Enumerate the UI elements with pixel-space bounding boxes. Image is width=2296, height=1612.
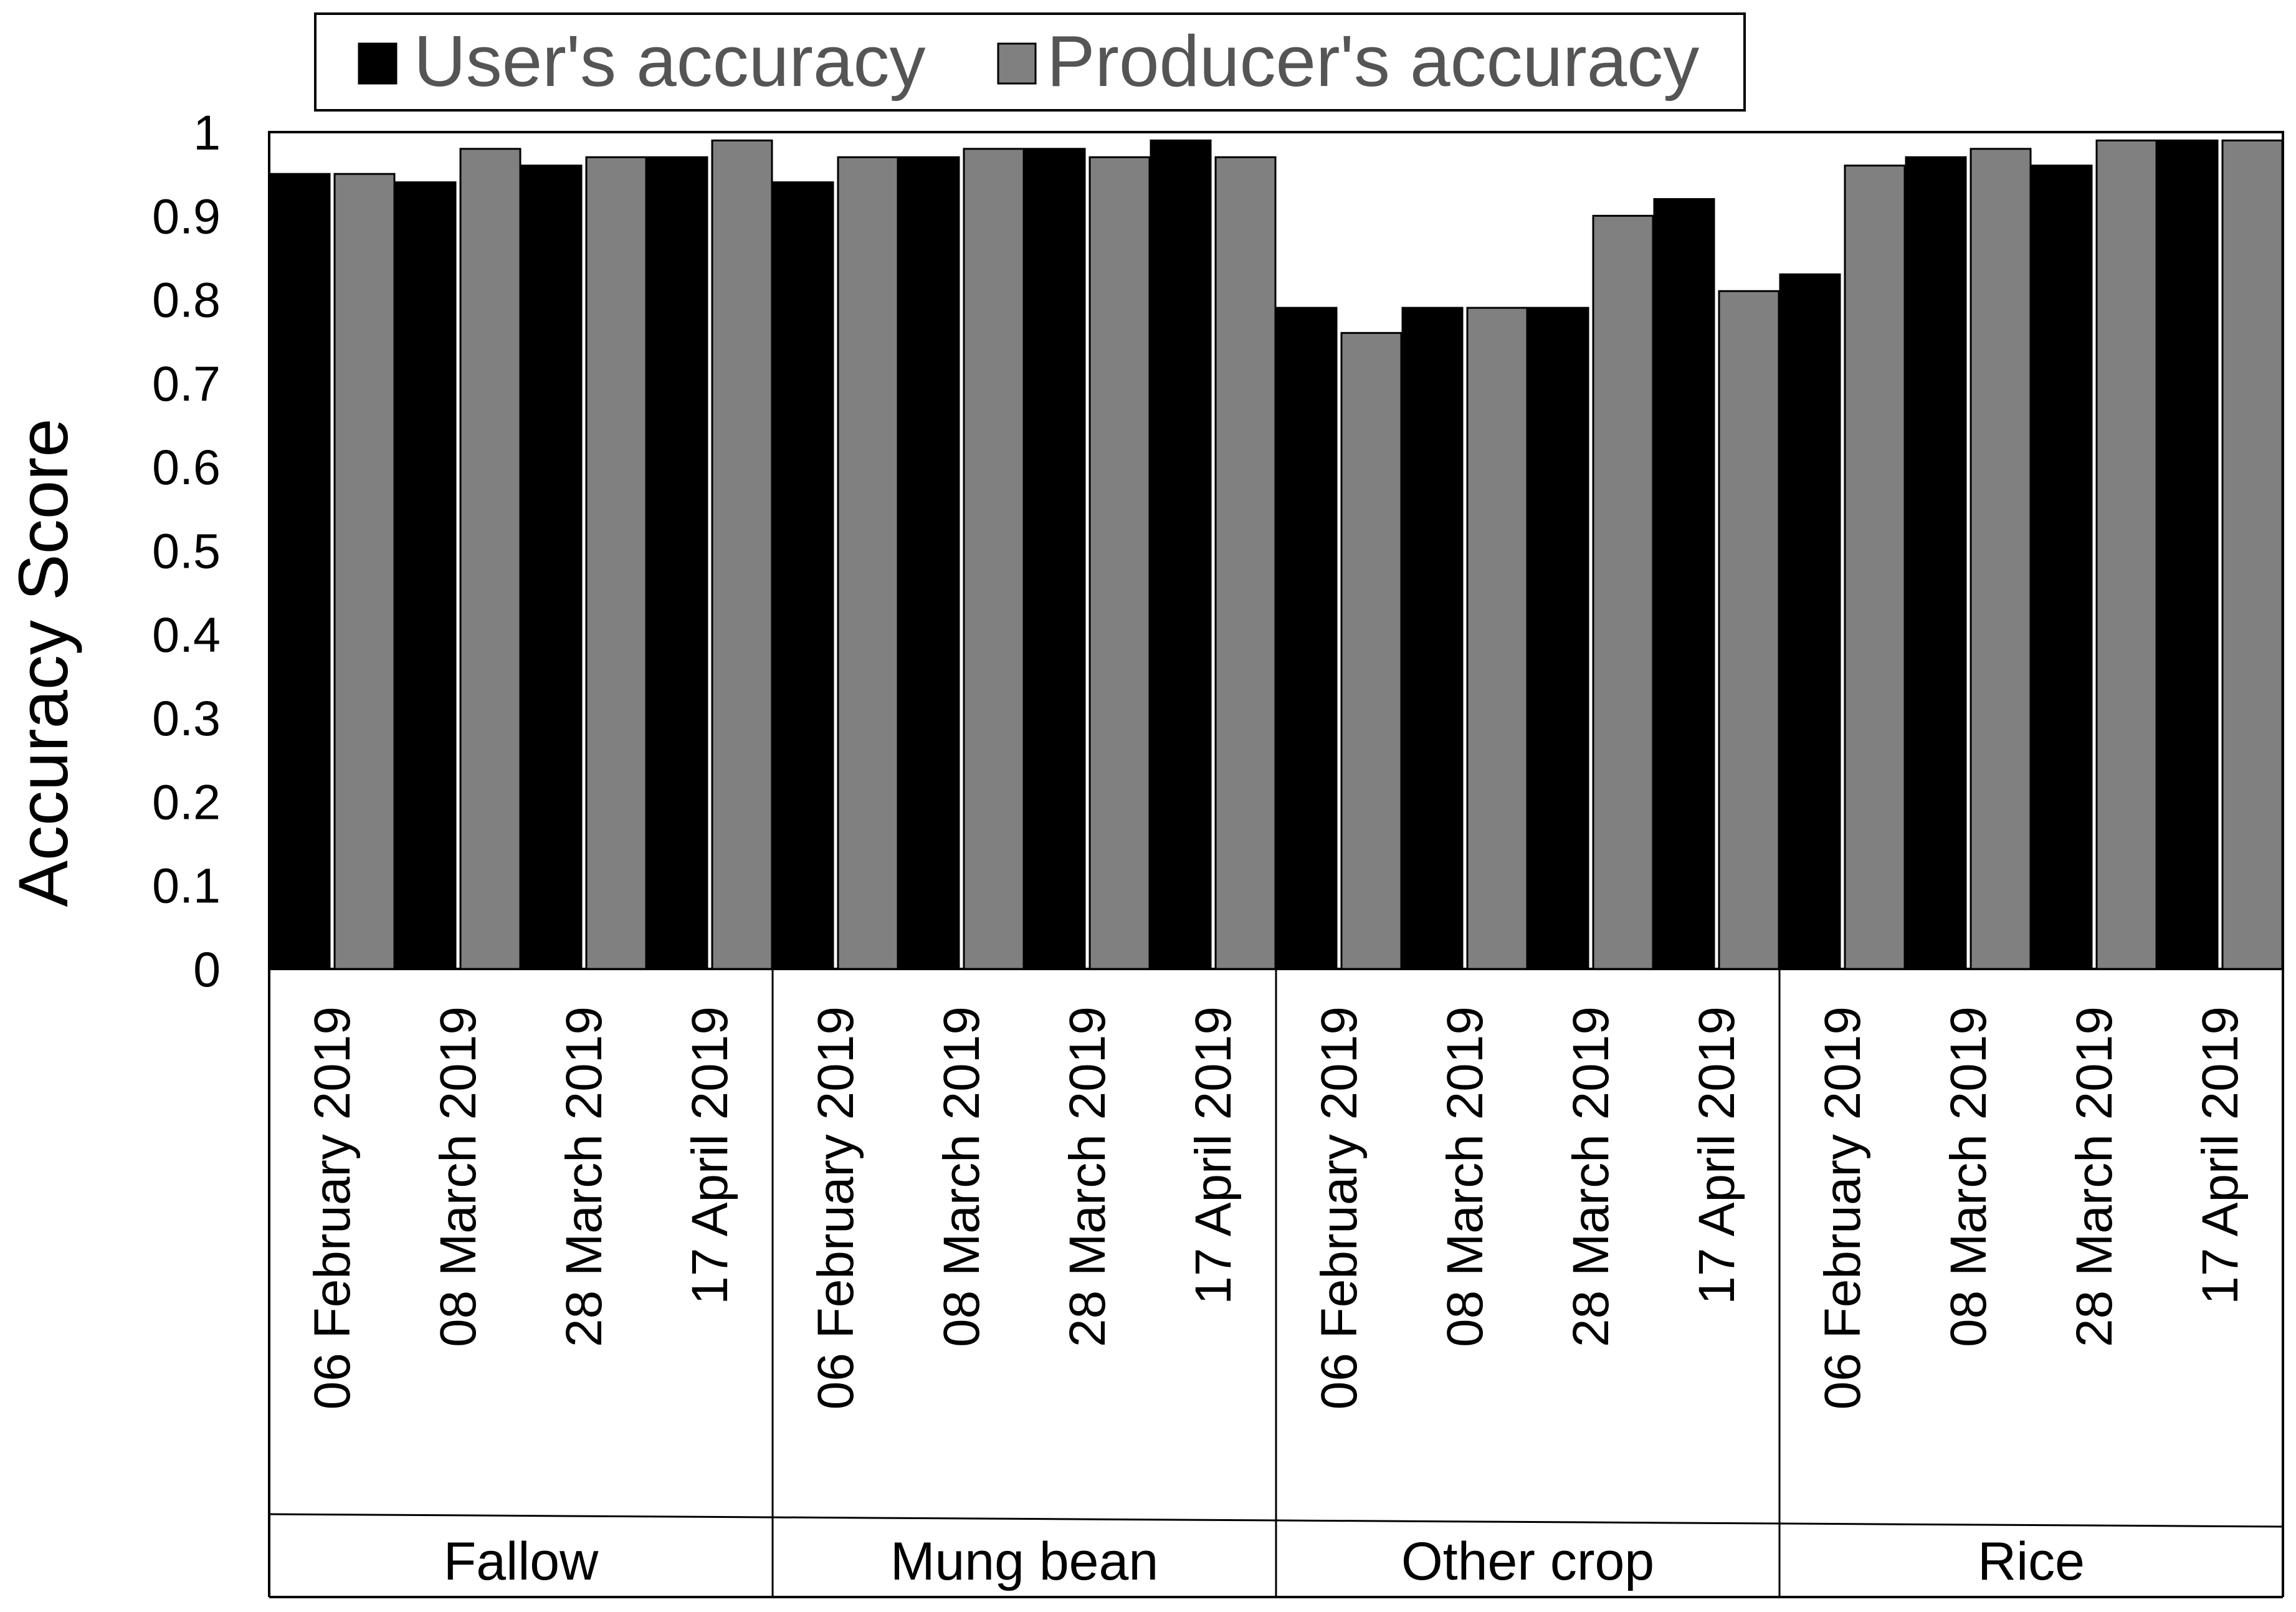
category-label: 06 February 2019 — [1814, 1006, 1871, 1409]
users-accuracy-bar — [1024, 148, 1086, 970]
category-label: 06 February 2019 — [304, 1006, 361, 1409]
category-label: 28 March 2019 — [2066, 1006, 2123, 1347]
category-label: 28 March 2019 — [1059, 1006, 1116, 1347]
y-tick-label: 0.9 — [152, 188, 221, 244]
producers-accuracy-bar — [1466, 307, 1528, 970]
y-tick-label: 0 — [193, 942, 221, 997]
category-label: 06 February 2019 — [1311, 1006, 1368, 1409]
legend-swatch-producers-accuracy — [997, 42, 1037, 85]
category-label: 06 February 2019 — [807, 1006, 864, 1409]
producers-accuracy-bar — [1088, 156, 1151, 970]
producers-accuracy-bar — [1592, 214, 1654, 970]
users-accuracy-bar — [1401, 307, 1464, 970]
category-label: 08 March 2019 — [1437, 1006, 1493, 1347]
producers-accuracy-bar — [1844, 165, 1906, 970]
users-accuracy-bar — [1905, 156, 1967, 970]
y-tick-label: 0.7 — [152, 356, 221, 411]
users-accuracy-bar — [1653, 198, 1715, 970]
producers-accuracy-bar — [1214, 156, 1277, 970]
users-accuracy-bar — [772, 181, 834, 970]
category-label: 17 April 2019 — [1689, 1006, 1745, 1305]
y-tick-label: 0.3 — [152, 690, 221, 746]
y-tick-label: 1 — [193, 105, 221, 160]
y-tick-label: 0.5 — [152, 523, 221, 579]
users-accuracy-bar — [2156, 139, 2219, 970]
legend-label-users-accuracy: User's accuracy — [414, 21, 925, 102]
producers-accuracy-bar — [585, 156, 647, 970]
users-accuracy-bar — [269, 173, 331, 970]
users-accuracy-bar — [2031, 165, 2093, 970]
category-label: 28 March 2019 — [1563, 1006, 1619, 1347]
y-tick-label: 0.6 — [152, 439, 221, 495]
y-axis-title: Accuracy Score — [4, 418, 82, 907]
group-label: Other crop — [1401, 1532, 1654, 1591]
producers-accuracy-bar — [711, 139, 773, 970]
users-accuracy-bar — [898, 156, 960, 970]
producers-accuracy-bar — [1970, 148, 2032, 970]
category-label: 17 April 2019 — [682, 1006, 738, 1305]
group-label: Mung bean — [890, 1532, 1158, 1591]
y-tick-label: 0.1 — [152, 858, 221, 913]
group-label: Fallow — [444, 1532, 599, 1591]
category-label: 08 March 2019 — [1940, 1006, 1997, 1347]
users-accuracy-bar — [394, 181, 457, 970]
y-tick-label: 0.2 — [152, 774, 221, 829]
category-label: 08 March 2019 — [933, 1006, 990, 1347]
producers-accuracy-bar — [963, 148, 1025, 970]
producers-accuracy-bar — [2221, 139, 2284, 970]
category-label: 17 April 2019 — [1185, 1006, 1242, 1305]
users-accuracy-bar — [646, 156, 708, 970]
legend-swatch-users-accuracy — [358, 42, 398, 85]
producers-accuracy-bar — [459, 148, 522, 970]
group-label: Rice — [1978, 1532, 2085, 1591]
producers-accuracy-bar — [2095, 139, 2158, 970]
users-accuracy-bar — [1779, 273, 1841, 970]
legend-label-producers-accuracy: Producer's accuracy — [1047, 21, 1699, 102]
category-label: 08 March 2019 — [430, 1006, 487, 1347]
category-label: 17 April 2019 — [2192, 1006, 2249, 1305]
y-tick-label: 0.4 — [152, 607, 221, 662]
users-accuracy-bar — [520, 165, 583, 970]
category-label: 28 March 2019 — [556, 1006, 612, 1347]
producers-accuracy-bar — [1340, 331, 1403, 970]
users-accuracy-bar — [1150, 139, 1212, 970]
producers-accuracy-bar — [837, 156, 899, 970]
producers-accuracy-bar — [333, 173, 396, 970]
y-tick-label: 0.8 — [152, 272, 221, 328]
users-accuracy-bar — [1527, 307, 1589, 970]
users-accuracy-bar — [1275, 307, 1338, 970]
producers-accuracy-bar — [1718, 290, 1780, 970]
